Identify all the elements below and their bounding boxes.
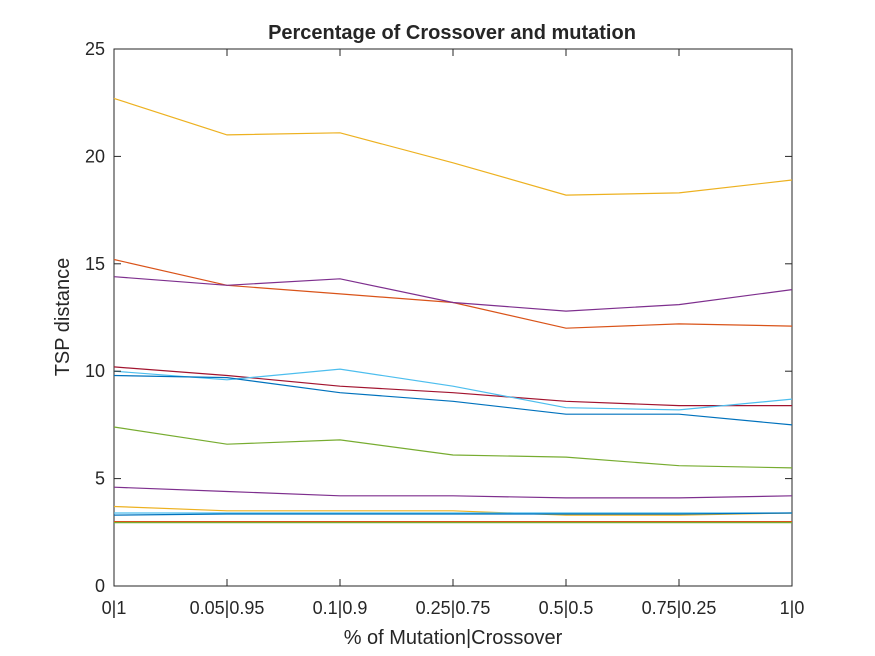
x-tick-label: 0|1	[102, 598, 127, 618]
x-tick-label: 0.5|0.5	[539, 598, 594, 618]
series-line-9	[113, 505, 793, 516]
x-axis-label: % of Mutation|Crossover	[344, 627, 563, 649]
y-tick-label: 15	[85, 254, 105, 274]
x-axis-ticks: 0|1 0.05|0.95 0.1|0.9 0.25|0.75 0.5|0.5 0.75|…	[102, 49, 805, 618]
x-tick-label: 0.05|0.95	[190, 598, 265, 618]
series-line-1	[113, 97, 793, 196]
axes-box	[113, 48, 793, 587]
series-line-4	[113, 366, 792, 407]
series-layer	[113, 97, 793, 524]
y-tick-label: 20	[85, 146, 105, 166]
x-tick-label: 0.25|0.75	[416, 598, 491, 618]
x-tick-label: 1|0	[780, 598, 805, 618]
series-line-6	[113, 374, 793, 426]
chart-title: Percentage of Crossover and mutation	[268, 22, 636, 44]
y-tick-label: 0	[95, 576, 105, 596]
series-line-3	[113, 276, 793, 312]
series-line-7	[113, 426, 793, 469]
y-tick-label: 5	[95, 469, 105, 489]
x-tick-label: 0.1|0.9	[313, 598, 368, 618]
x-tick-label: 0.75|0.25	[642, 598, 717, 618]
plot-area: 0|1 0.05|0.95 0.1|0.9 0.25|0.75 0.5|0.5 0.75|…	[85, 39, 804, 618]
series-line-8	[113, 486, 793, 499]
series-line-11	[113, 512, 793, 516]
y-axis-ticks: 0 5 10 15 20 25	[85, 39, 792, 596]
y-tick-label: 25	[85, 39, 105, 59]
y-axis-label: TSP distance	[52, 258, 74, 377]
y-tick-label: 10	[85, 361, 105, 381]
series-line-5	[113, 368, 793, 411]
